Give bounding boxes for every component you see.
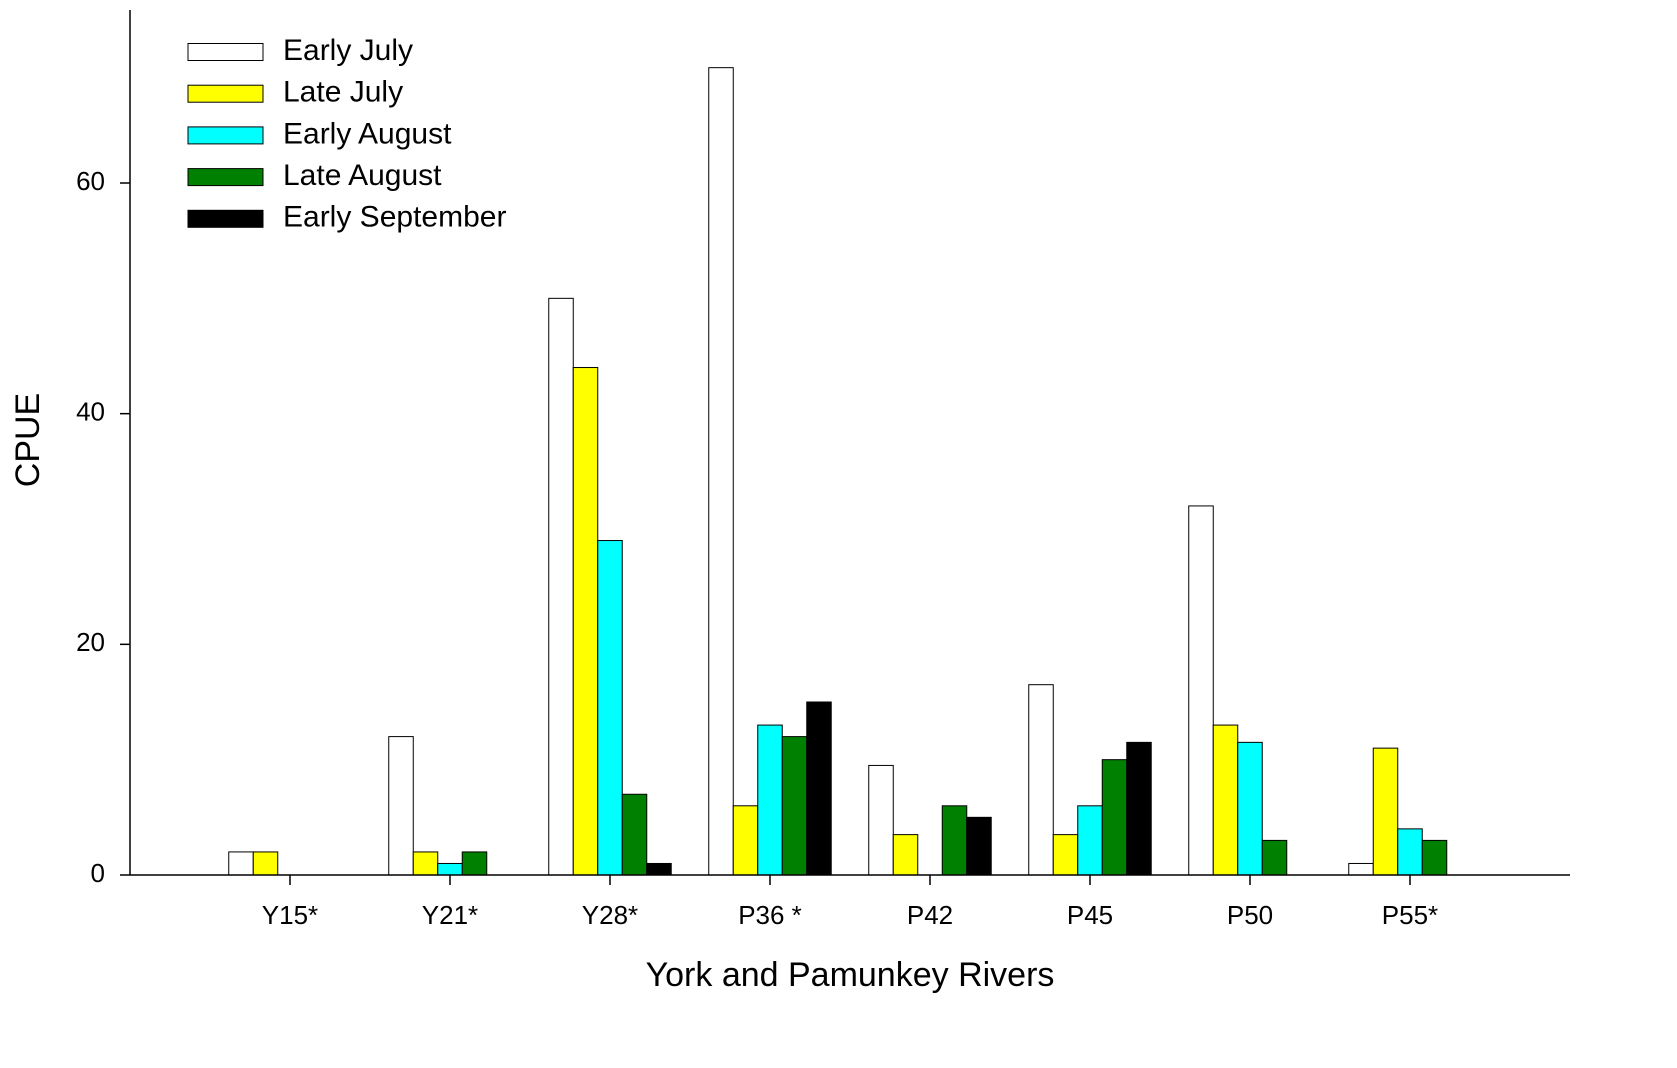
x-tick-label: Y28* (582, 900, 638, 930)
bar (1372, 747, 1399, 876)
bar (548, 297, 574, 876)
legend-label: Early August (283, 117, 452, 150)
bar (806, 701, 832, 876)
y-tick-label: 0 (91, 858, 105, 888)
bar (1028, 684, 1054, 876)
bar (1077, 805, 1103, 876)
bar (572, 367, 599, 876)
legend-swatch (187, 126, 264, 145)
bar (252, 851, 279, 876)
bar (781, 736, 808, 876)
bar (1397, 828, 1423, 876)
bar (1261, 839, 1288, 876)
bar (597, 540, 623, 876)
x-axis-title: York and Pamunkey Rivers (646, 956, 1055, 994)
x-tick-label: P45 (1067, 900, 1113, 930)
x-tick-label: Y21* (422, 900, 478, 930)
x-tick-label: Y15* (262, 900, 318, 930)
legend-swatch (187, 209, 264, 228)
legend-label: Early July (283, 34, 413, 67)
bar (732, 805, 759, 876)
bar (1126, 741, 1152, 876)
x-tick-label: P42 (907, 900, 953, 930)
bar (941, 805, 968, 876)
bar (437, 862, 463, 876)
bar (1188, 505, 1214, 876)
bar (966, 816, 992, 876)
bar (228, 851, 254, 876)
bar (1212, 724, 1239, 876)
legend-label: Early September (283, 201, 506, 234)
legend-swatch (187, 43, 264, 61)
y-tick-label: 40 (76, 397, 105, 427)
y-tick-label: 60 (76, 166, 105, 196)
bar (757, 724, 783, 876)
legend-label: Late July (283, 76, 403, 109)
bar (1237, 741, 1263, 876)
bar (1348, 862, 1374, 876)
legend-swatch (187, 168, 264, 187)
bar (412, 851, 439, 876)
bar (892, 834, 919, 876)
x-tick-label: P36 * (738, 900, 802, 930)
bar (461, 851, 488, 876)
x-tick-label: P50 (1227, 900, 1273, 930)
x-tick-label: P55* (1382, 900, 1438, 930)
legend-swatch (187, 84, 264, 103)
legend-label: Late August (283, 159, 442, 192)
bar (1052, 834, 1079, 876)
bar (1421, 839, 1448, 876)
y-tick-label: 20 (76, 627, 105, 657)
bar (1101, 759, 1128, 876)
bar (621, 793, 648, 876)
bar (868, 764, 894, 876)
bar (708, 67, 734, 876)
y-axis-title: CPUE (9, 393, 47, 487)
bar (388, 736, 414, 876)
bar (646, 862, 672, 876)
